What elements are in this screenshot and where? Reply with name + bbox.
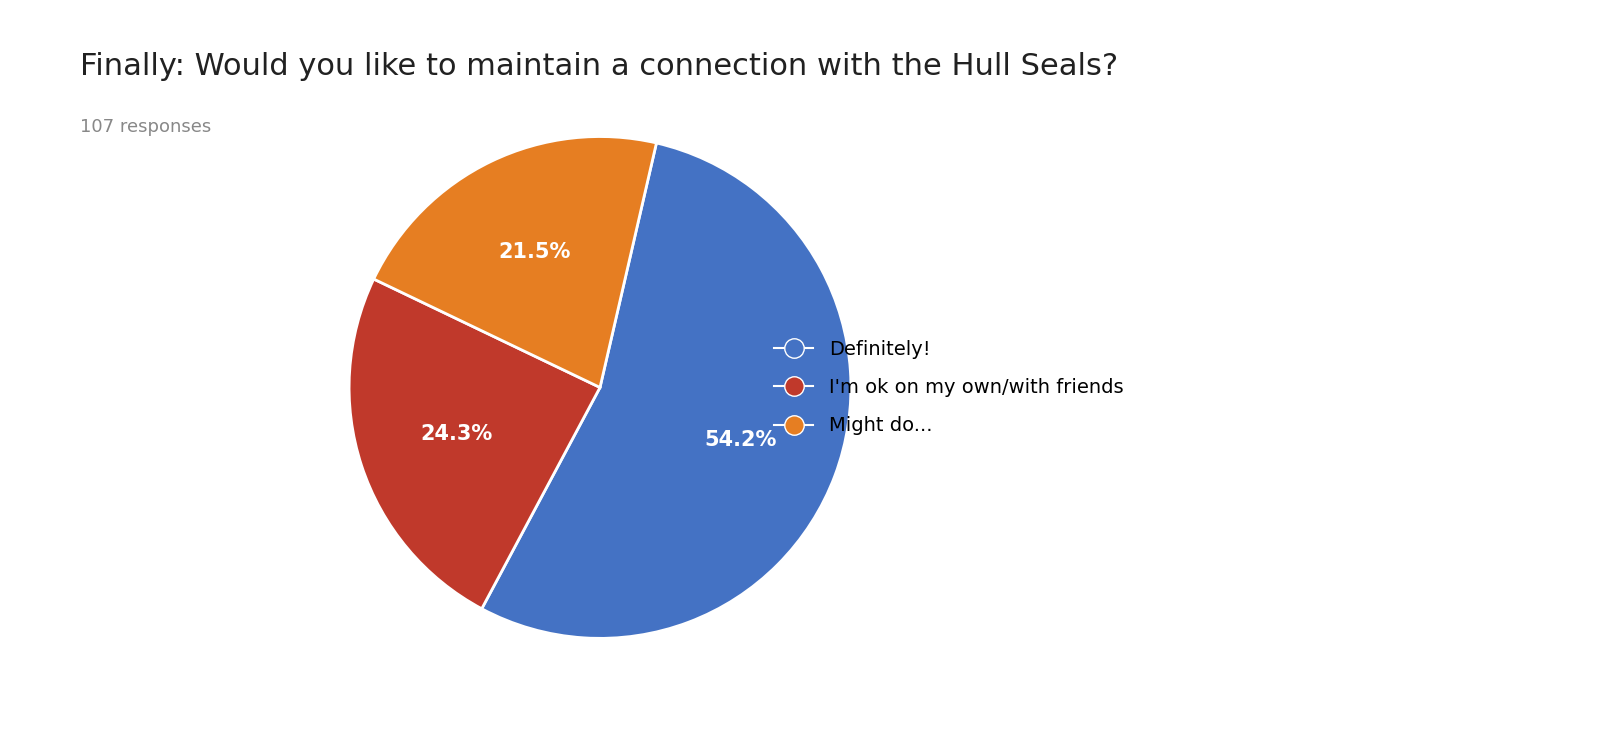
Text: 21.5%: 21.5% (499, 242, 571, 262)
Legend: Definitely!, I'm ok on my own/with friends, Might do...: Definitely!, I'm ok on my own/with frien… (766, 331, 1131, 444)
Text: 24.3%: 24.3% (421, 424, 493, 444)
Wedge shape (349, 279, 600, 609)
Text: 107 responses: 107 responses (80, 118, 211, 136)
Wedge shape (374, 137, 656, 387)
Wedge shape (482, 143, 851, 638)
Text: Finally: Would you like to maintain a connection with the Hull Seals?: Finally: Would you like to maintain a co… (80, 52, 1118, 80)
Text: 54.2%: 54.2% (704, 430, 778, 450)
